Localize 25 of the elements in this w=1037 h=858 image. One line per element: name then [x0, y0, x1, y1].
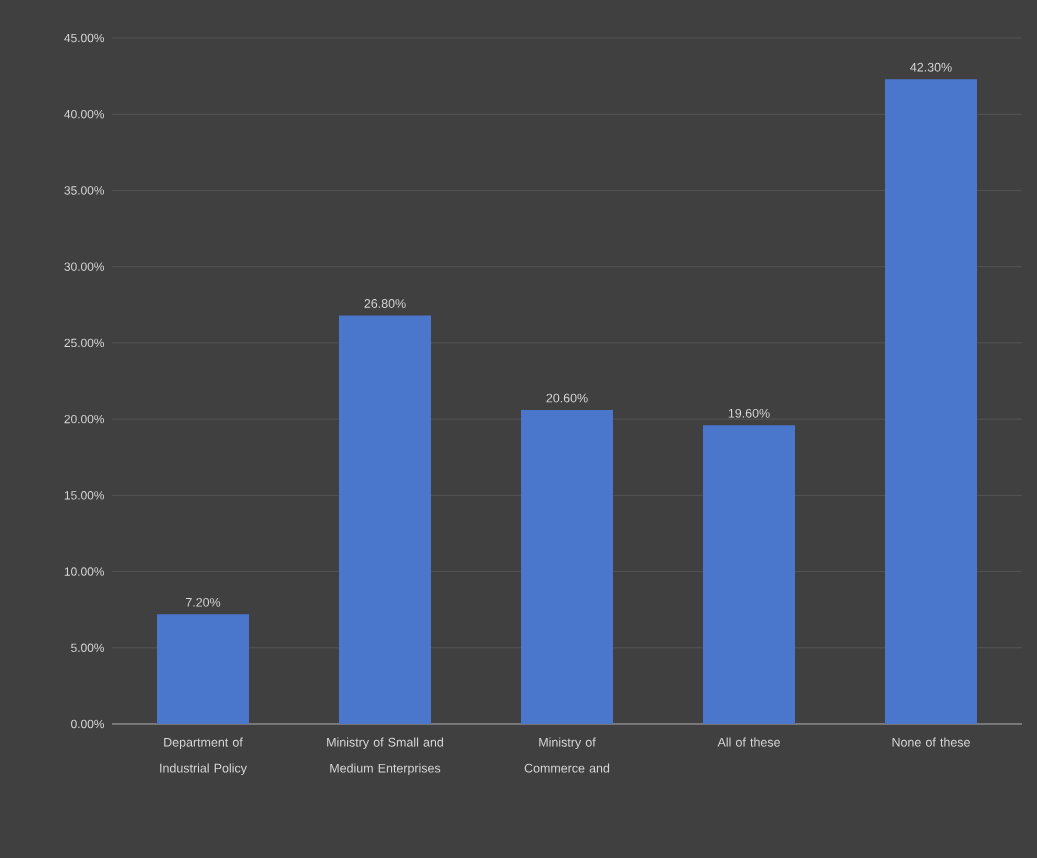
x-tick-label: Ministry of Small and Medium Enterprises: [327, 737, 443, 776]
data-label: 42.30%: [910, 62, 952, 72]
bar: [885, 79, 977, 724]
y-tick-label: 20.00%: [64, 414, 105, 424]
x-tick-label: All of these: [717, 737, 780, 747]
y-tick-label: 35.00%: [64, 186, 105, 195]
y-tick-label: 10.00%: [64, 567, 105, 576]
bar: [157, 614, 249, 724]
bar: [339, 315, 431, 724]
bar: [521, 409, 613, 724]
data-label: 7.20%: [185, 597, 221, 607]
y-tick-label: 30.00%: [64, 262, 105, 271]
y-tick-label: 45.00%: [64, 33, 105, 43]
data-label: 20.60%: [546, 393, 588, 403]
y-tick-label: 40.00%: [64, 109, 105, 119]
data-label: 19.60%: [728, 408, 770, 418]
y-tick-label: 15.00%: [64, 491, 105, 500]
data-label: 26.80%: [364, 299, 406, 308]
x-tick-label: None of these: [892, 737, 970, 747]
x-tick-label: Department of Industrial Policy: [160, 737, 247, 776]
y-tick-label: 25.00%: [64, 338, 105, 348]
bar: [703, 425, 795, 724]
y-tick-label: 0.00%: [71, 719, 105, 729]
y-tick-label: 5.00%: [71, 643, 105, 652]
x-tick-label: Ministry of Commerce and: [524, 737, 610, 773]
